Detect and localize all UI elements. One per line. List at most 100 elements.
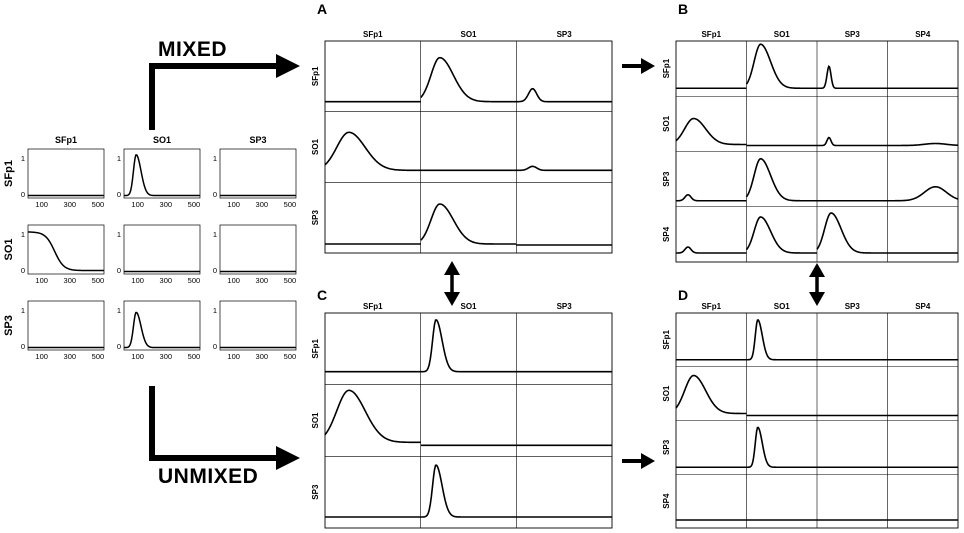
- source-plot-r1-c2: [219, 224, 297, 275]
- trace-r0-c2: [516, 87, 612, 103]
- row-header-sp3: SP3: [311, 484, 320, 500]
- x-tick-label: 500: [92, 352, 105, 361]
- source-grid: [27, 148, 297, 351]
- column-header-sp3: SP3: [845, 302, 861, 311]
- source-row-header-so1: SO1: [3, 238, 15, 260]
- row-header-sfp1: SFp1: [311, 66, 320, 86]
- source-plot-r1-c1: [123, 224, 201, 275]
- x-tick-label: 300: [160, 200, 173, 209]
- source-plot-r0-c2: [219, 148, 297, 199]
- column-header-sfp1: SFp1: [701, 302, 721, 311]
- y-tick-label: 0: [21, 342, 25, 351]
- mixed-arrowhead: [276, 54, 300, 78]
- row-header-sp4: SP4: [662, 493, 671, 509]
- x-tick-label: 500: [92, 276, 105, 285]
- source-plot-r2-c1: [123, 300, 201, 351]
- trace-r1-c0: [675, 117, 747, 146]
- row-header-sfp1: SFp1: [662, 58, 671, 78]
- x-tick-label: 500: [284, 276, 297, 285]
- trace-r3-c2: [816, 212, 888, 254]
- panel-a-grid: [324, 40, 613, 254]
- trace-r1-c0: [324, 389, 421, 444]
- source-plot-r0-c1: [123, 148, 201, 199]
- panel-c-grid: [324, 312, 613, 529]
- a-c-double-arrow-head-up: [444, 261, 460, 275]
- y-tick-label: 0: [213, 342, 217, 351]
- source-plot-r0-c0: [27, 148, 105, 199]
- source-plot-r2-c2: [219, 300, 297, 351]
- mixed-label: MIXED: [158, 38, 227, 61]
- unmixed-label: UNMIXED: [158, 465, 258, 488]
- a-to-b-arrow-head: [641, 58, 655, 74]
- trace-r0-c1: [420, 56, 517, 103]
- y-tick-label: 0: [21, 266, 25, 275]
- x-tick-label: 100: [227, 352, 240, 361]
- x-tick-label: 500: [284, 352, 297, 361]
- column-header-so1: SO1: [460, 30, 477, 39]
- y-tick-label: 1: [213, 230, 217, 239]
- row-header-sp3: SP3: [662, 439, 671, 455]
- panel-letter-b: B: [678, 1, 688, 17]
- trace-r0-c1: [420, 319, 517, 373]
- x-tick-label: 100: [35, 276, 48, 285]
- column-header-sfp1: SFp1: [363, 302, 383, 311]
- row-header-sp3: SP3: [311, 210, 320, 226]
- trace-r2-c1: [746, 426, 817, 469]
- x-tick-label: 500: [92, 200, 105, 209]
- trace-r2-c3: [887, 185, 959, 202]
- y-tick-label: 1: [213, 306, 217, 315]
- source-row-header-sfp1: SFp1: [3, 160, 15, 187]
- x-tick-label: 100: [227, 200, 240, 209]
- x-tick-label: 100: [131, 276, 144, 285]
- panel-a-grid-frame: [324, 40, 613, 254]
- y-tick-label: 0: [117, 190, 121, 199]
- arrows: [149, 54, 825, 470]
- y-tick-label: 1: [21, 306, 25, 315]
- column-header-sp3: SP3: [557, 302, 573, 311]
- x-tick-label: 500: [188, 200, 201, 209]
- row-header-so1: SO1: [311, 138, 320, 155]
- column-header-so1: SO1: [774, 30, 791, 39]
- x-tick-label: 300: [160, 352, 173, 361]
- y-tick-label: 1: [117, 306, 121, 315]
- column-header-sp4: SP4: [915, 30, 931, 39]
- x-tick-label: 500: [284, 200, 297, 209]
- x-tick-label: 300: [256, 276, 269, 285]
- source-trace-r0-c1: [123, 154, 200, 197]
- source-trace-r1-c0: [27, 231, 104, 272]
- y-tick-label: 0: [21, 190, 25, 199]
- column-header-sp3: SP3: [845, 30, 861, 39]
- panel-b-grid: [675, 40, 959, 263]
- trace-r2-c1: [420, 203, 517, 245]
- trace-r2-c1: [420, 464, 517, 518]
- column-header-sp4: SP4: [915, 302, 931, 311]
- c-to-d-arrow-head: [641, 453, 655, 469]
- trace-r2-c1: [745, 157, 817, 202]
- x-tick-label: 100: [35, 200, 48, 209]
- panel-letter-c: C: [317, 287, 327, 303]
- row-header-sfp1: SFp1: [662, 330, 671, 350]
- trace-r1-c2: [516, 165, 612, 172]
- x-tick-label: 300: [64, 352, 77, 361]
- trace-r0-c1: [745, 43, 817, 90]
- unmixed-arrowhead: [276, 446, 300, 470]
- panel-d-grid: [675, 312, 959, 529]
- row-header-sp4: SP4: [662, 226, 671, 242]
- panel-letter-d: D: [678, 287, 688, 303]
- row-header-so1: SO1: [311, 412, 320, 429]
- a-c-double-arrow-head-down: [444, 292, 460, 306]
- y-tick-label: 0: [117, 266, 121, 275]
- source-column-header-sfp1: SFp1: [55, 135, 77, 145]
- panel-c-grid-frame: [324, 312, 613, 529]
- y-tick-label: 1: [117, 230, 121, 239]
- y-tick-label: 1: [117, 154, 121, 163]
- trace-r3-c1: [745, 216, 817, 254]
- y-tick-label: 1: [21, 154, 25, 163]
- panel-letter-a: A: [317, 1, 327, 17]
- x-tick-label: 500: [188, 352, 201, 361]
- column-header-so1: SO1: [774, 302, 791, 311]
- column-header-so1: SO1: [460, 302, 477, 311]
- y-tick-label: 0: [117, 342, 121, 351]
- y-tick-label: 0: [213, 266, 217, 275]
